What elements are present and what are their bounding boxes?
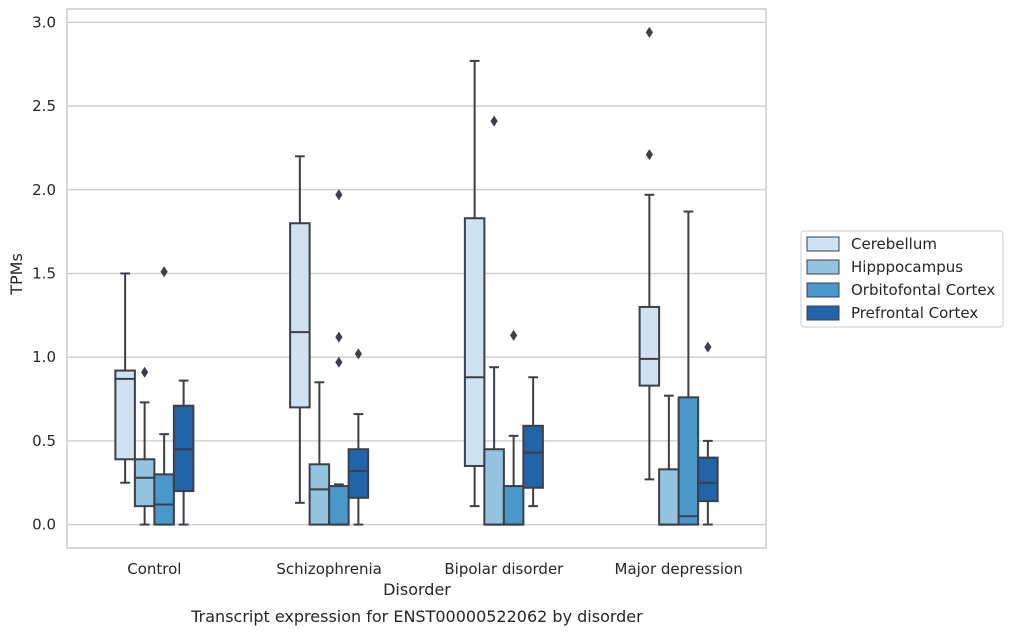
y-axis-label: TPMs	[7, 253, 26, 296]
box-group	[328, 189, 350, 526]
box-group	[308, 381, 331, 526]
box-group	[697, 341, 719, 526]
outlier-point	[335, 189, 343, 201]
box	[308, 463, 331, 526]
legend-label: Hipppocampus	[851, 258, 963, 276]
y-tick-label: 1.0	[32, 348, 56, 366]
box	[483, 448, 505, 526]
box	[658, 468, 680, 526]
x-tick-labels: Control Schizophrenia Bipolar disorder Majo…	[127, 560, 742, 578]
box-group	[638, 26, 661, 481]
box-group	[677, 210, 700, 526]
box-group	[172, 379, 195, 526]
box	[153, 473, 175, 526]
legend-label: Prefrontal Cortex	[851, 304, 978, 322]
legend-swatch	[806, 236, 840, 252]
box-group	[463, 59, 486, 508]
grid-lines	[67, 21, 766, 526]
box	[677, 396, 700, 526]
box	[697, 456, 719, 503]
legend-swatch	[806, 282, 840, 298]
box-group	[153, 266, 175, 526]
x-tick-label: Schizophrenia	[276, 560, 381, 578]
y-tick-labels: 0.0 0.5 1.0 1.5 2.0 2.5 3.0	[32, 13, 56, 533]
y-tick-label: 2.0	[32, 181, 56, 199]
y-tick-label: 2.5	[32, 97, 56, 115]
plot-frame	[66, 8, 767, 549]
box-group	[347, 348, 370, 526]
box	[502, 485, 525, 526]
legend-frame	[800, 230, 1004, 328]
x-axis-label: Disorder	[383, 580, 451, 599]
outlier-point	[335, 331, 343, 343]
box	[522, 424, 544, 489]
box	[638, 305, 661, 387]
outlier-point	[335, 356, 343, 368]
box-layer	[114, 26, 719, 526]
y-tick-label: 0.0	[32, 516, 56, 534]
legend-label: Orbitofontal Cortex	[851, 281, 995, 299]
box-group	[502, 329, 525, 526]
chart-title: Transcript expression for ENST0000052206…	[190, 607, 643, 626]
legend: Cerebellum Hipppocampus Orbitofontal Corte…	[800, 230, 1004, 328]
box	[328, 485, 350, 526]
legend-swatch	[806, 259, 840, 275]
legend-label: Cerebellum	[851, 235, 937, 253]
box-group	[133, 366, 156, 526]
outlier-point	[645, 149, 653, 161]
legend-swatch	[806, 305, 840, 321]
outlier-point	[645, 26, 653, 38]
box-group	[483, 115, 505, 526]
box	[463, 217, 486, 467]
x-tick-label: Control	[127, 560, 181, 578]
y-tick-label: 0.5	[32, 432, 56, 450]
box	[114, 369, 136, 461]
box-group	[289, 155, 311, 504]
outlier-point	[704, 341, 712, 353]
box	[347, 448, 370, 499]
outlier-point	[490, 115, 498, 127]
box-group	[114, 272, 136, 484]
box-group	[658, 394, 680, 526]
box-group	[522, 376, 544, 508]
outlier-point	[141, 366, 149, 378]
y-tick-label: 3.0	[32, 13, 56, 31]
box	[133, 458, 156, 508]
x-tick-label: Major depression	[615, 560, 743, 578]
outlier-point	[354, 348, 362, 360]
outlier-point	[160, 266, 168, 278]
box	[289, 222, 311, 409]
y-tick-label: 1.5	[32, 264, 56, 282]
outlier-point	[510, 329, 518, 341]
x-tick-label: Bipolar disorder	[444, 560, 564, 578]
